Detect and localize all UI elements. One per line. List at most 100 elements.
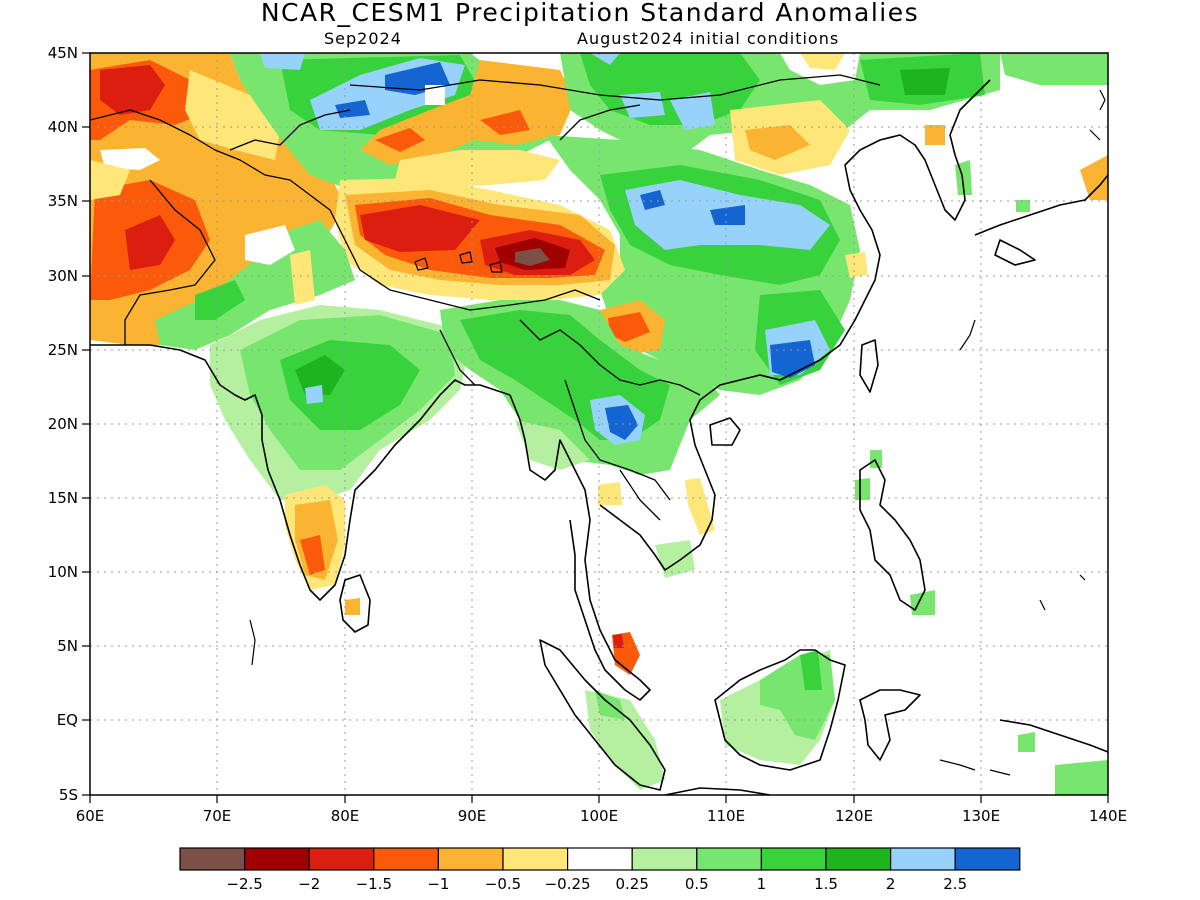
anomaly-region bbox=[1055, 760, 1108, 795]
anomaly-region bbox=[620, 92, 665, 118]
anomaly-region bbox=[125, 215, 175, 270]
lon-label: 100E bbox=[580, 807, 618, 825]
longitude-labels: 60E 70E 80E 90E 100E 110E 120E 130E 140E bbox=[76, 807, 1127, 825]
lon-label: 90E bbox=[458, 807, 487, 825]
anomaly-region bbox=[480, 110, 530, 135]
anomaly-region bbox=[245, 225, 295, 265]
colorbar-box bbox=[825, 847, 892, 871]
lat-label: 40N bbox=[48, 118, 78, 136]
lat-label: 5N bbox=[57, 637, 78, 655]
colorbar-box bbox=[566, 847, 633, 871]
lat-label: 15N bbox=[48, 489, 78, 507]
colorbar-label: 0.25 bbox=[615, 875, 648, 893]
colorbar-boxes bbox=[179, 847, 1021, 871]
colorbar-box bbox=[437, 847, 504, 871]
anomaly-region bbox=[1000, 53, 1108, 85]
anomaly-region bbox=[100, 148, 160, 170]
colorbar-label: −2 bbox=[298, 875, 320, 893]
lat-lon-grid bbox=[90, 53, 1108, 795]
country-borders bbox=[90, 74, 881, 521]
colorbar-box bbox=[954, 847, 1021, 871]
anomaly-region bbox=[260, 53, 305, 70]
lon-label: 80E bbox=[331, 807, 360, 825]
colorbar-box bbox=[308, 847, 375, 871]
anomaly-region bbox=[655, 540, 695, 578]
lat-label: EQ bbox=[57, 711, 78, 729]
colorbar-box bbox=[244, 847, 310, 871]
coastlines bbox=[90, 79, 1108, 795]
colorbar-box bbox=[696, 847, 762, 871]
anomaly-region bbox=[395, 150, 560, 188]
small-islands bbox=[249, 89, 1106, 776]
anomaly-map: 60E 70E 80E 90E 100E 110E 120E 130E 140E… bbox=[48, 44, 1127, 825]
anomaly-region bbox=[1018, 732, 1035, 752]
anomaly-region bbox=[100, 65, 165, 115]
colorbar-box bbox=[179, 847, 246, 871]
colorbar-label: −1 bbox=[427, 875, 449, 893]
anomaly-region bbox=[585, 690, 665, 790]
lat-label: 35N bbox=[48, 192, 78, 210]
anomaly-region bbox=[195, 280, 245, 320]
colorbar-label: 1 bbox=[757, 875, 767, 893]
lon-label: 130E bbox=[962, 807, 1000, 825]
anomaly-region bbox=[613, 634, 624, 648]
lat-label: 45N bbox=[48, 44, 78, 62]
colorbar-label: −1.5 bbox=[356, 875, 392, 893]
anomaly-region bbox=[590, 53, 620, 65]
lat-label: 10N bbox=[48, 563, 78, 581]
colorbar-label: 2.5 bbox=[943, 875, 967, 893]
colorbar-labels: −2.5 −2 −1.5 −1 −0.5 −0.25 0.25 0.5 1 1.5 2 2.5 bbox=[226, 875, 967, 893]
anomaly-region bbox=[608, 312, 650, 342]
anomaly-region bbox=[598, 482, 622, 505]
lat-label: 30N bbox=[48, 267, 78, 285]
map-title: NCAR_CESM1 Precipitation Standard Anomal… bbox=[260, 0, 920, 27]
colorbar-label: 0.5 bbox=[685, 875, 709, 893]
anomaly-region bbox=[845, 252, 868, 278]
anomaly-region bbox=[1080, 155, 1108, 200]
colorbar-label: −0.25 bbox=[545, 875, 591, 893]
anomaly-region bbox=[800, 53, 845, 70]
anomaly-region bbox=[515, 248, 550, 266]
anomaly-region bbox=[640, 190, 665, 210]
anomaly-region bbox=[855, 478, 870, 500]
anomaly-region bbox=[745, 125, 810, 160]
lon-label: 120E bbox=[835, 807, 873, 825]
anomaly-region bbox=[605, 405, 638, 440]
anomaly-region bbox=[300, 535, 325, 575]
anomaly-region bbox=[670, 92, 715, 130]
lon-label: 60E bbox=[76, 807, 105, 825]
anomaly-region bbox=[800, 650, 822, 690]
anomaly-region bbox=[870, 450, 882, 468]
anomaly-region bbox=[1016, 200, 1030, 212]
anomaly-region bbox=[185, 70, 280, 160]
lon-label: 70E bbox=[203, 807, 232, 825]
anomaly-region bbox=[345, 598, 360, 615]
anomaly-region bbox=[710, 205, 745, 225]
anomaly-region bbox=[685, 478, 715, 535]
anomaly-region bbox=[515, 420, 590, 470]
anomaly-region bbox=[335, 100, 370, 118]
anomaly-region bbox=[290, 250, 315, 305]
anomaly-region bbox=[375, 128, 425, 152]
colorbar-box bbox=[373, 847, 439, 871]
anomaly-region bbox=[900, 68, 950, 95]
anomaly-region bbox=[90, 160, 130, 200]
anomaly-field bbox=[90, 53, 1108, 795]
colorbar-box bbox=[631, 847, 698, 871]
forecast-month: Sep2024 bbox=[324, 29, 402, 48]
lat-label: 5S bbox=[59, 786, 78, 804]
colorbar-label: −0.5 bbox=[485, 875, 521, 893]
lon-label: 140E bbox=[1089, 807, 1127, 825]
initial-conditions-label: August2024 initial conditions bbox=[577, 29, 840, 48]
anomaly-region bbox=[295, 355, 345, 395]
colorbar-label: 2 bbox=[886, 875, 896, 893]
lon-label: 110E bbox=[707, 807, 745, 825]
colorbar-box bbox=[889, 847, 956, 871]
colorbar-label: 1.5 bbox=[814, 875, 838, 893]
anomaly-region bbox=[360, 205, 480, 252]
axis-ticks bbox=[82, 52, 1109, 803]
colorbar-box bbox=[760, 847, 827, 871]
latitude-labels: 45N 40N 35N 30N 25N 20N 15N 10N 5N EQ 5S bbox=[48, 44, 78, 804]
anomaly-region bbox=[925, 125, 945, 145]
anomaly-region bbox=[425, 85, 445, 105]
